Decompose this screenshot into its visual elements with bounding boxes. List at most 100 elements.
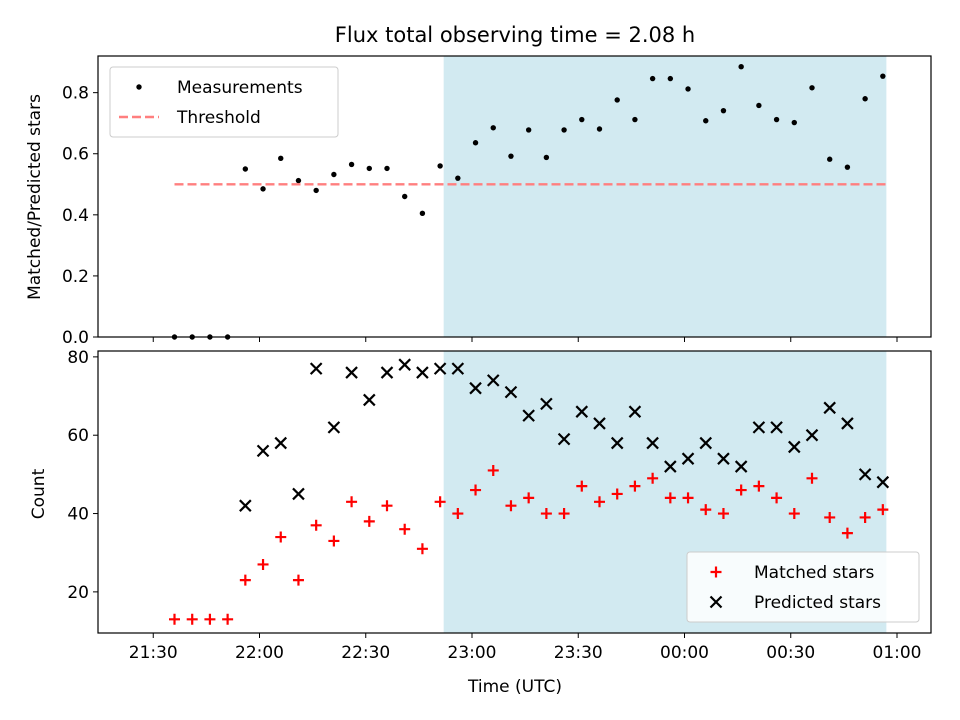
data-point — [735, 484, 747, 496]
data-point — [664, 460, 677, 473]
data-point — [327, 421, 341, 434]
legend-label: Predicted stars — [754, 593, 881, 613]
data-point — [470, 484, 482, 496]
data-point — [649, 75, 656, 82]
y-tick-label: 40 — [67, 505, 89, 525]
data-point — [222, 613, 234, 625]
data-point — [576, 480, 588, 492]
data-point — [788, 508, 800, 520]
observing-window-span — [443, 56, 887, 337]
legend-label: Measurements — [177, 78, 303, 98]
data-point — [561, 127, 567, 133]
data-point — [186, 613, 198, 625]
data-point — [169, 613, 180, 625]
data-point — [487, 464, 499, 476]
legend-label: Threshold — [176, 108, 261, 128]
data-point — [540, 397, 553, 411]
x-tick-label: 22:00 — [235, 643, 284, 663]
y-tick-label: 0.8 — [62, 84, 89, 104]
data-point — [239, 499, 252, 512]
data-point — [348, 161, 355, 168]
data-point — [239, 574, 251, 586]
data-point — [788, 440, 801, 454]
plot-frame — [97, 350, 932, 634]
data-point — [791, 119, 797, 126]
y-tick-label: 0.0 — [62, 328, 89, 348]
data-point — [809, 85, 815, 91]
data-point — [681, 452, 695, 465]
data-point — [593, 417, 606, 430]
y-tick-label: 60 — [67, 426, 89, 446]
data-point — [629, 480, 641, 492]
data-point — [862, 96, 868, 102]
data-point — [274, 436, 288, 450]
y-tick-label: 0.4 — [62, 206, 89, 226]
data-point — [700, 504, 712, 516]
data-point — [717, 508, 729, 520]
data-point — [734, 460, 748, 473]
data-point — [505, 500, 517, 512]
data-point — [632, 116, 638, 123]
data-point — [242, 166, 249, 172]
series-predicted-stars — [239, 358, 890, 512]
chart-title: Flux total observing time = 2.08 h — [335, 23, 695, 47]
data-point — [540, 508, 552, 520]
data-point — [824, 511, 836, 523]
data-point — [380, 366, 394, 379]
x-tick-label: 00:30 — [766, 643, 815, 663]
legend-swatch — [710, 566, 722, 578]
legend-label: Matched stars — [754, 563, 874, 583]
data-point — [455, 175, 461, 181]
data-point — [508, 153, 514, 159]
y-tick-label: 0.6 — [62, 145, 89, 165]
data-point — [753, 480, 765, 492]
data-point — [575, 405, 589, 418]
data-point — [204, 613, 216, 625]
data-point — [717, 452, 730, 465]
data-point — [557, 432, 571, 446]
data-point — [876, 475, 890, 489]
y-tick-label: 80 — [67, 348, 89, 368]
plot-frame — [97, 55, 932, 338]
data-point — [310, 519, 322, 531]
series-matched-stars — [169, 464, 889, 625]
legend: Matched stars Predicted stars — [686, 551, 920, 623]
data-point — [525, 127, 532, 133]
data-point — [486, 374, 500, 387]
data-point — [647, 472, 659, 484]
data-point — [313, 187, 319, 194]
data-point — [452, 508, 464, 520]
data-point — [614, 97, 620, 103]
data-point — [345, 366, 358, 379]
data-point — [398, 358, 411, 371]
series-measurements — [171, 63, 886, 340]
legend-swatch — [136, 84, 142, 90]
data-point — [579, 116, 585, 123]
data-point — [363, 393, 376, 407]
data-point — [720, 107, 727, 114]
legend-swatch — [709, 595, 723, 609]
data-point — [703, 118, 709, 124]
data-point — [384, 165, 390, 172]
data-point — [523, 492, 535, 504]
data-point — [543, 154, 550, 161]
data-point — [770, 421, 783, 434]
data-point — [859, 511, 871, 523]
data-point — [292, 487, 305, 501]
data-point — [596, 126, 603, 132]
data-point — [309, 362, 323, 375]
data-point — [805, 428, 819, 442]
data-point — [646, 436, 659, 450]
data-point — [399, 523, 411, 535]
data-point — [434, 496, 446, 508]
legend-box — [109, 66, 339, 138]
data-point — [611, 488, 623, 500]
data-point — [346, 496, 358, 508]
data-point — [381, 500, 393, 512]
data-point — [402, 193, 408, 200]
data-point — [469, 381, 482, 395]
data-point — [278, 155, 284, 162]
data-point — [664, 492, 676, 504]
data-point — [738, 63, 744, 70]
